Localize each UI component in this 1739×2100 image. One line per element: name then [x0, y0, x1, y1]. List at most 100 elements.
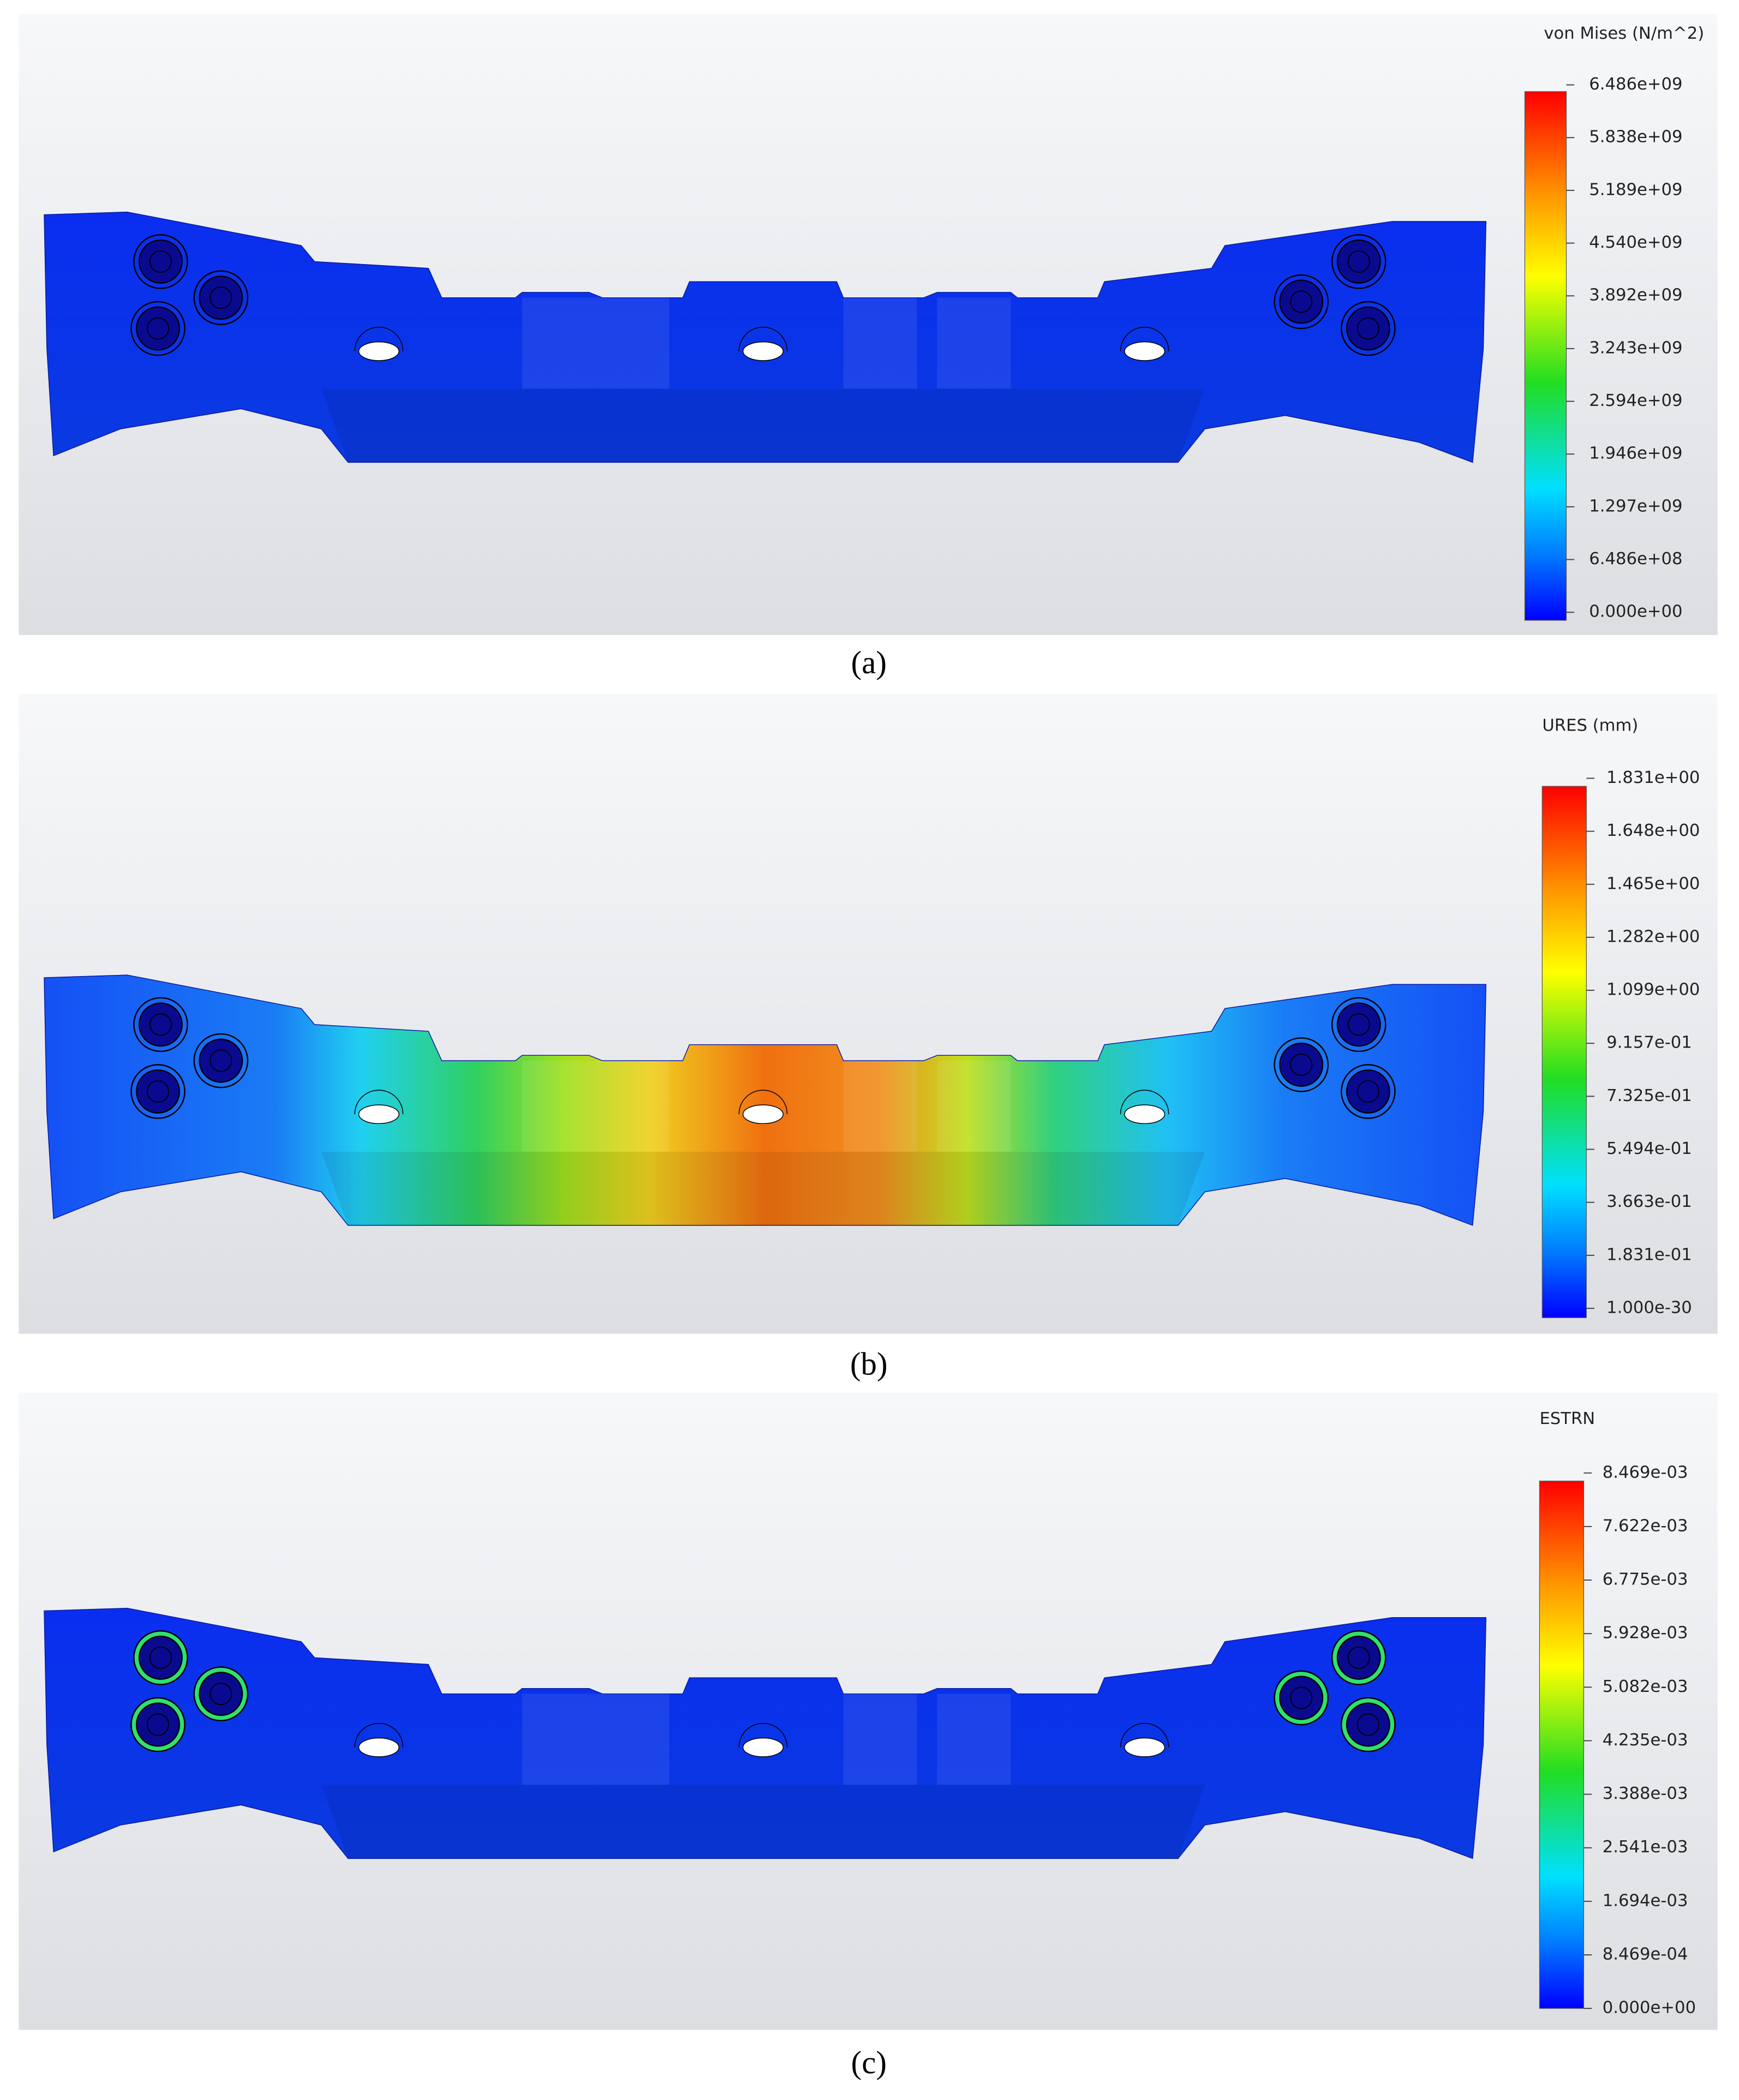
- bolt-hole-inner: [147, 317, 169, 340]
- bolt-hole-inner: [1347, 1013, 1370, 1036]
- bolt-hole: [1336, 1635, 1381, 1680]
- bolt-hole: [199, 1672, 243, 1716]
- color-bar: [1539, 1480, 1585, 2009]
- legend-label: 0.000e+00: [1589, 602, 1682, 621]
- legend-label: 1.000e-30: [1606, 1299, 1692, 1318]
- legend-label: 3.892e+09: [1589, 286, 1682, 305]
- bore-edge: [738, 1090, 788, 1115]
- bolt-hole: [138, 1002, 183, 1047]
- bolt-hole: [1279, 279, 1324, 324]
- legend-label: 2.541e-03: [1603, 1838, 1688, 1857]
- legend-label: 1.946e+09: [1589, 444, 1682, 463]
- bore-edge: [738, 326, 788, 351]
- legend-label: 7.325e-01: [1606, 1086, 1692, 1105]
- model-lower-face: [321, 1151, 1205, 1225]
- model-lower-face: [321, 388, 1205, 463]
- legend-label: 1.694e-03: [1603, 1891, 1688, 1910]
- bolt-hole: [136, 1069, 180, 1114]
- bore: [1124, 1104, 1166, 1124]
- bolt-hole: [199, 1038, 243, 1083]
- legend-label: 5.189e+09: [1589, 180, 1682, 199]
- bore-edge: [354, 1722, 404, 1748]
- bore: [742, 1104, 784, 1124]
- bolt-hole-ring: [130, 301, 186, 356]
- bore-edge: [738, 1722, 788, 1748]
- bolt-hole-ring: [1274, 274, 1329, 330]
- legend-label: 9.157e-01: [1606, 1033, 1692, 1052]
- bolt-hole-ring: [133, 234, 188, 289]
- bolt-hole: [1346, 306, 1390, 351]
- legend-label: 8.469e-04: [1603, 1945, 1688, 1964]
- model-body: [44, 974, 1487, 1226]
- legend-title: ESTRN: [1539, 1409, 1595, 1428]
- legend-label: 3.243e+09: [1589, 338, 1682, 357]
- bolt-hole-inner: [1356, 1713, 1379, 1736]
- bore: [1124, 1737, 1166, 1757]
- model-slot: [595, 297, 670, 389]
- bolt-hole: [1279, 1676, 1324, 1720]
- legend-label: 6.486e+09: [1589, 75, 1682, 94]
- legend-label: 1.099e+00: [1606, 980, 1700, 1000]
- legend-label: 7.622e-03: [1603, 1516, 1688, 1535]
- model-body: [44, 211, 1487, 463]
- caption: (a): [851, 645, 887, 680]
- caption: (c): [851, 2045, 887, 2080]
- bolt-hole-inner: [1290, 1686, 1313, 1709]
- bolt-hole-inner: [1347, 250, 1370, 273]
- bore-edge: [354, 326, 404, 351]
- bore: [1124, 341, 1166, 361]
- legend-label: 5.928e-03: [1603, 1624, 1688, 1643]
- bolt-hole-inner: [147, 1713, 169, 1736]
- model-slot: [843, 1061, 917, 1152]
- bolt-hole: [1279, 1043, 1324, 1087]
- bolt-hole-inner: [210, 1683, 232, 1706]
- model-lower-face: [321, 1785, 1205, 1859]
- panel: von Mises (N/m^2) 6.486e+09 5.838e+09 5.189…: [19, 14, 1718, 635]
- panel: ESTRN 8.469e-03 7.622e-03 6.775e-03 5.928e-0…: [19, 1392, 1718, 2030]
- bore: [742, 1737, 784, 1757]
- bolt-hole-inner: [149, 1646, 172, 1669]
- legend-label: 2.594e+09: [1589, 391, 1682, 410]
- legend-label: 8.469e-03: [1603, 1463, 1688, 1482]
- bolt-hole-inner: [1290, 290, 1313, 313]
- legend-label: 5.838e+09: [1589, 128, 1682, 147]
- legend-label: 1.831e-01: [1606, 1245, 1692, 1264]
- legend-label: 4.540e+09: [1589, 233, 1682, 252]
- bore: [358, 341, 399, 361]
- model-slot: [522, 297, 596, 389]
- caption: (b): [850, 1346, 888, 1381]
- legend-label: 1.465e+00: [1606, 874, 1700, 893]
- bolt-hole: [1346, 1702, 1390, 1747]
- legend-label: 5.082e-03: [1603, 1677, 1688, 1696]
- legend-label: 0.000e+00: [1603, 1999, 1696, 2018]
- bolt-hole-inner: [149, 250, 172, 273]
- bolt-hole: [1336, 1002, 1381, 1047]
- legend-label: 6.775e-03: [1603, 1570, 1688, 1589]
- bolt-hole-ring: [193, 270, 249, 325]
- bolt-hole: [199, 276, 243, 320]
- bolt-hole: [136, 306, 180, 351]
- legend-label: 4.235e-03: [1603, 1731, 1688, 1750]
- model-slot: [937, 297, 1011, 389]
- legend-label: 6.486e+08: [1589, 549, 1682, 569]
- bore: [358, 1104, 399, 1124]
- bolt-hole-inner: [149, 1013, 172, 1036]
- bolt-hole-inner: [1347, 1646, 1370, 1669]
- panel: URES (mm) 1.831e+00 1.648e+00 1.465e+00 1.28…: [19, 693, 1718, 1334]
- bolt-hole-ring: [130, 1064, 186, 1119]
- bolt-hole-ring: [1274, 1037, 1329, 1092]
- model-slot: [522, 1694, 596, 1785]
- bolt-hole-ring: [1341, 301, 1396, 356]
- bore-edge: [1120, 1722, 1169, 1748]
- legend-label: 1.831e+00: [1606, 768, 1700, 787]
- model-slot: [843, 297, 917, 389]
- model-slot: [937, 1061, 1011, 1152]
- legend-label: 1.282e+00: [1606, 927, 1700, 946]
- bolt-hole-inner: [147, 1080, 169, 1103]
- bore-edge: [1120, 326, 1169, 351]
- color-bar: [1541, 786, 1587, 1318]
- legend-label: 3.663e-01: [1606, 1192, 1692, 1211]
- model: [44, 974, 1487, 1226]
- bolt-hole-inner: [1356, 1080, 1379, 1103]
